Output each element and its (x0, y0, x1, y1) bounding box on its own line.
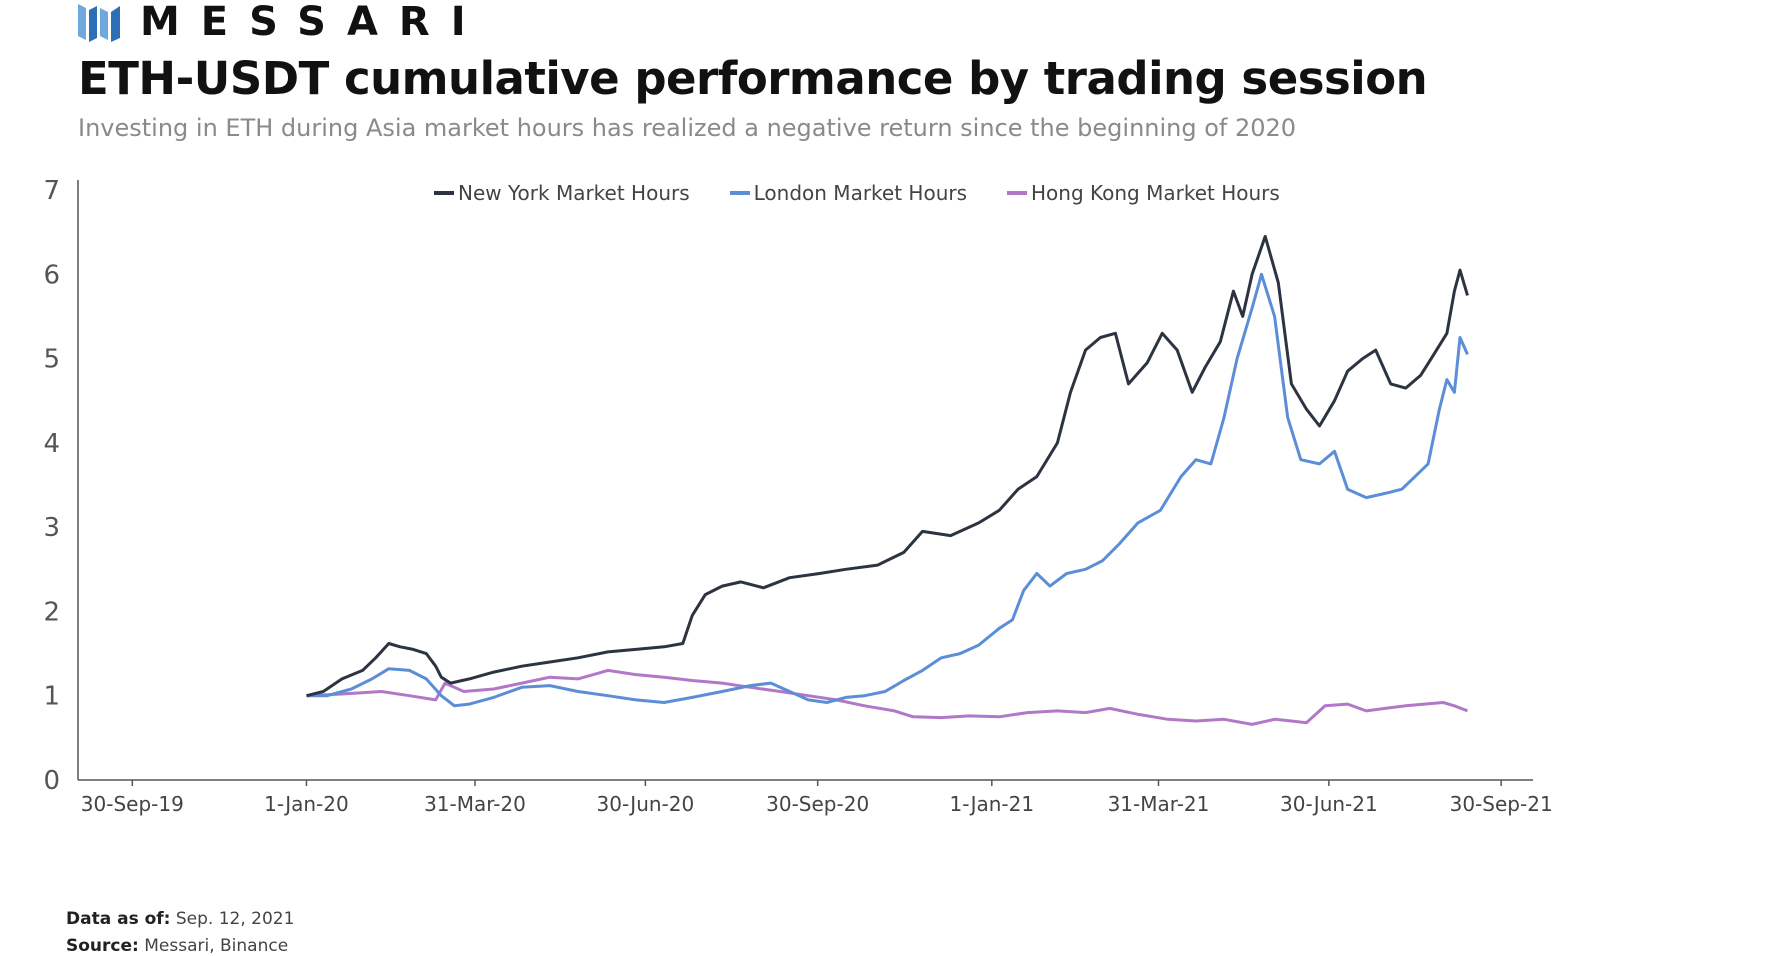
chart-legend: New York Market Hours London Market Hours… (434, 181, 1280, 205)
legend-label: London Market Hours (753, 181, 968, 205)
chart-title: ETH-USDT cumulative performance by tradi… (78, 52, 1428, 105)
series-line-new-york-market-hours (306, 234, 1469, 698)
source-value: Messari, Binance (144, 936, 289, 956)
x-tick-label: 30-Sep-21 (1450, 792, 1553, 816)
data-as-of: Data as of: Sep. 12, 2021 (66, 909, 294, 929)
y-tick-label: 0 (43, 766, 60, 796)
x-tick-label: 1-Jan-21 (950, 792, 1035, 816)
x-tick-label: 30-Jun-21 (1280, 792, 1378, 816)
data-as-of-label: Data as of: (66, 909, 171, 929)
data-as-of-value: Sep. 12, 2021 (175, 909, 295, 929)
chart-subtitle: Investing in ETH during Asia market hour… (78, 114, 1297, 142)
y-tick-label: 4 (43, 429, 60, 459)
legend-item-hong-kong-market-hours: Hong Kong Market Hours (1007, 181, 1280, 205)
x-tick-label: 30-Sep-19 (81, 792, 184, 816)
x-tick-label: 31-Mar-20 (424, 792, 526, 816)
source-note: Source: Messari, Binance (66, 936, 288, 956)
y-tick-label: 3 (43, 513, 60, 543)
messari-logo-icon (78, 4, 120, 42)
legend-item-london-market-hours: London Market Hours (729, 181, 968, 205)
legend-item-new-york-market-hours: New York Market Hours (434, 181, 690, 205)
x-tick-label: 30-Jun-20 (597, 792, 695, 816)
messari-logo: MESSARI (78, 0, 487, 44)
source-label: Source: (66, 936, 139, 956)
y-tick-label: 2 (43, 597, 60, 627)
line-chart: 0 1 2 3 4 5 6 7 30-Sep-19 1-Jan-20 31-Mar-20 30-Jun… (43, 176, 1553, 816)
legend-swatch (1007, 191, 1028, 195)
x-tick-label: 1-Jan-20 (264, 792, 349, 816)
brand-name: MESSARI (140, 0, 487, 45)
x-tick-label: 30-Sep-20 (766, 792, 869, 816)
y-tick-label: 6 (43, 260, 60, 290)
y-tick-label: 5 (43, 345, 60, 375)
series-line-hong-kong-market-hours (306, 668, 1469, 726)
legend-label: New York Market Hours (458, 181, 690, 205)
y-tick-label: 1 (43, 682, 60, 712)
legend-swatch (729, 191, 750, 195)
y-tick-label: 7 (43, 176, 60, 206)
x-tick-label: 31-Mar-21 (1108, 792, 1210, 816)
legend-swatch (434, 191, 454, 195)
legend-label: Hong Kong Market Hours (1031, 181, 1280, 205)
series-line-london-market-hours (306, 272, 1469, 708)
